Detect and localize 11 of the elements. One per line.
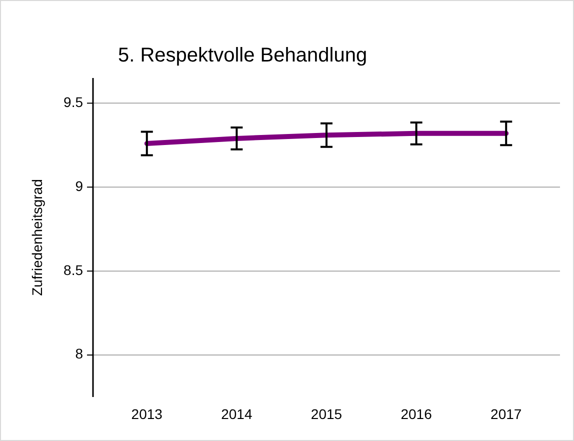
y-tick-label: 8 bbox=[75, 346, 84, 362]
y-tick-label: 8.5 bbox=[64, 262, 84, 278]
chart-title: 5. Respektvolle Behandlung bbox=[118, 44, 368, 66]
x-tick-label: 2015 bbox=[310, 406, 342, 422]
x-tick-label: 2013 bbox=[131, 406, 163, 422]
y-tick-label: 9.5 bbox=[64, 94, 84, 110]
x-tick-label: 2017 bbox=[490, 406, 522, 422]
x-tick-label: 2016 bbox=[400, 406, 432, 422]
x-tick-label: 2014 bbox=[221, 406, 252, 422]
y-axis-title: Zufriedenheitsgrad bbox=[29, 179, 45, 296]
y-tick-label: 9 bbox=[75, 178, 84, 194]
